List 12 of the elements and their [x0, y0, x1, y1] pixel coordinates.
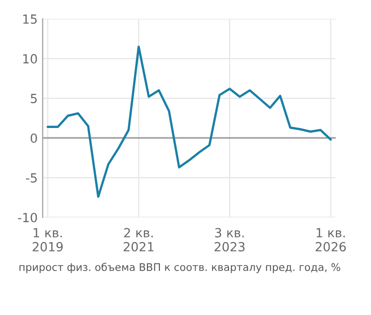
x-tick-label: 1 кв. 2026 [316, 228, 346, 252]
text: прирост физ. объема ВВП к соотв. кварталу пред. года, % [19, 262, 340, 274]
y-tick-label: -10 [18, 212, 37, 222]
line-series [46, 46, 332, 198]
y-tick-label: 5 [30, 94, 37, 104]
y-tick-label: -5 [26, 173, 37, 183]
x-tick-label: 2 кв. 2021 [124, 228, 154, 252]
y-tick-label: 10 [23, 54, 37, 64]
y-tick-label: 0 [30, 133, 37, 143]
x-tick-label: 3 кв. 2023 [214, 228, 245, 252]
y-tick-label: 15 [23, 14, 37, 24]
x-tick-label: 1 кв. 2019 [32, 228, 63, 252]
